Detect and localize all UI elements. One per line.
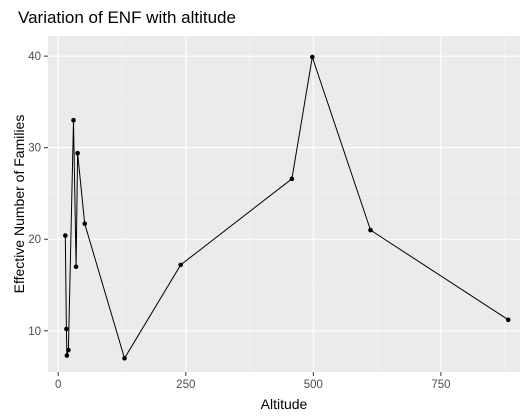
chart-title: Variation of ENF with altitude (18, 8, 236, 27)
grid-major (48, 36, 520, 372)
axis-tick-labels: 0 250 500 750 10 20 30 40 (28, 51, 450, 391)
y-tick-label: 10 (28, 326, 41, 338)
y-tick-label: 30 (28, 143, 41, 155)
plot-panel (48, 36, 520, 372)
data-point (178, 262, 183, 268)
y-tick-label: 20 (28, 234, 41, 246)
x-axis-title: Altitude (261, 396, 308, 412)
data-point (64, 326, 69, 332)
x-tick-label: 750 (431, 379, 450, 391)
x-tick-label: 0 (55, 379, 61, 391)
series-layer (63, 54, 511, 361)
data-point (63, 233, 68, 238)
data-point (66, 347, 71, 353)
data-point (505, 317, 511, 323)
data-point (71, 117, 76, 123)
y-tick-label: 40 (28, 51, 41, 63)
data-point (73, 264, 79, 270)
axis-ticks (44, 55, 442, 376)
data-point (64, 353, 70, 358)
data-point (368, 227, 373, 233)
data-point (310, 54, 315, 60)
data-point (82, 221, 88, 226)
x-tick-label: 500 (304, 379, 323, 391)
data-point (289, 176, 295, 182)
data-point (122, 355, 127, 361)
y-axis-title: Effective Number of Families (11, 115, 27, 294)
x-tick-label: 250 (176, 379, 195, 391)
data-point (75, 150, 80, 156)
